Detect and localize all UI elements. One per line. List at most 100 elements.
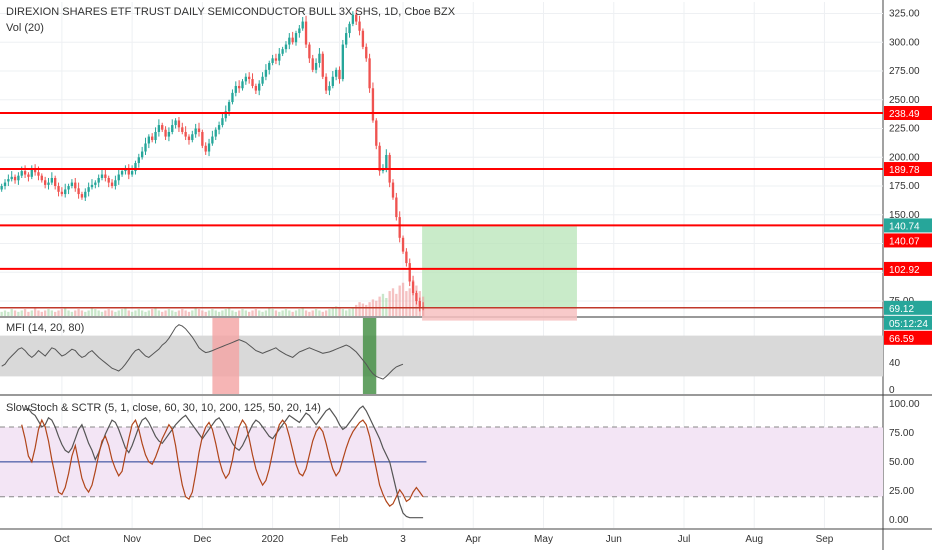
candle-body: [181, 127, 184, 132]
candle-body: [174, 120, 177, 126]
volume-bar: [304, 310, 308, 316]
x-tick-label: 3: [400, 534, 406, 545]
volume-bar: [7, 311, 10, 316]
candle-body: [77, 188, 80, 195]
sctr-line: [24, 405, 424, 519]
candle-body: [191, 134, 194, 141]
candle-body: [375, 120, 378, 146]
volume-bar: [411, 280, 415, 316]
candle-body: [244, 76, 248, 82]
candle-body: [90, 184, 94, 188]
candle-body: [258, 83, 261, 91]
candle-body: [227, 102, 231, 112]
candle-body: [411, 281, 415, 293]
volume-bar: [197, 309, 201, 316]
volume-bar: [358, 302, 361, 316]
volume-bar: [237, 310, 241, 316]
candle-body: [365, 46, 368, 59]
price-tag-label: 189.78: [889, 165, 920, 176]
mfi-overbought-zone: [212, 318, 240, 394]
volume-bar: [211, 309, 214, 316]
volume-bar: [47, 309, 50, 316]
volume-bar: [241, 309, 244, 316]
candle-body: [30, 168, 33, 177]
candle-body: [120, 171, 124, 175]
volume-bar: [107, 309, 110, 316]
price-tag-label: 102.92: [889, 265, 920, 276]
candle-body: [361, 30, 365, 47]
candle-body: [254, 85, 258, 91]
volume-bar: [167, 309, 171, 316]
candle-body: [391, 182, 395, 198]
candle-body: [328, 85, 331, 91]
candle-body: [201, 131, 204, 146]
target-zone: [422, 225, 577, 308]
volume-bar: [385, 298, 388, 316]
volume-bar: [321, 311, 324, 316]
volume-bar: [258, 310, 261, 316]
price-tag-bg: [884, 330, 932, 345]
candle-body: [304, 21, 308, 45]
x-tick-label: Oct: [54, 534, 70, 545]
volume-bar: [174, 311, 177, 316]
volume-bar: [67, 310, 70, 316]
volume-bar: [124, 307, 127, 316]
volume-bar: [134, 310, 137, 316]
candle-body: [87, 187, 90, 192]
volume-bar: [221, 310, 224, 316]
price-tag-bg: [884, 162, 932, 177]
volume-bar: [251, 310, 254, 316]
candle-body: [274, 58, 278, 61]
candle-body: [197, 128, 201, 132]
candle-body: [157, 125, 161, 132]
volume-bar: [338, 307, 341, 316]
stoch-tick-label: 0.00: [889, 515, 909, 526]
volume-bar: [341, 309, 345, 316]
x-tick-label: Aug: [745, 534, 763, 545]
volume-bar: [17, 311, 20, 316]
candle-body: [84, 191, 87, 198]
volume-bar: [120, 309, 124, 316]
candle-body: [94, 182, 97, 185]
candle-body: [217, 125, 221, 130]
mfi-band: [0, 335, 883, 377]
volume-bar: [157, 310, 161, 316]
volume-bar: [194, 307, 197, 316]
candle-body: [107, 177, 110, 183]
candle-body: [33, 168, 37, 173]
volume-bar: [301, 307, 304, 316]
volume-bar: [381, 293, 385, 316]
candle-body: [288, 37, 291, 45]
candle-body: [385, 154, 388, 169]
candle-body: [345, 33, 348, 45]
volume-bar: [64, 307, 67, 316]
stop-zone: [422, 307, 577, 321]
volume-bar: [127, 310, 130, 316]
volume-bar: [395, 293, 398, 316]
x-tick-label: Feb: [331, 534, 349, 545]
candle-body: [281, 49, 284, 54]
price-tag-bg: [884, 233, 932, 248]
candle-body: [37, 172, 40, 176]
volume-bar: [70, 311, 74, 316]
candle-body: [278, 53, 281, 61]
candle-body: [64, 189, 67, 195]
candle-body: [23, 171, 27, 175]
volume-bar: [281, 310, 284, 316]
candle-body: [27, 174, 30, 177]
candle-body: [264, 69, 268, 77]
volume-bar: [331, 307, 334, 316]
volume-bar: [244, 310, 248, 316]
volume-bar: [294, 310, 298, 316]
volume-label: Vol (20): [6, 22, 44, 34]
price-tick-label: 275.00: [889, 66, 920, 77]
candle-body: [207, 143, 211, 152]
volume-bar: [54, 311, 57, 316]
candle-body: [97, 177, 100, 183]
volume-bar: [248, 311, 251, 316]
volume-bar: [60, 309, 64, 316]
volume-bar: [217, 311, 221, 316]
volume-bar: [207, 310, 211, 316]
candle-body: [130, 171, 134, 175]
